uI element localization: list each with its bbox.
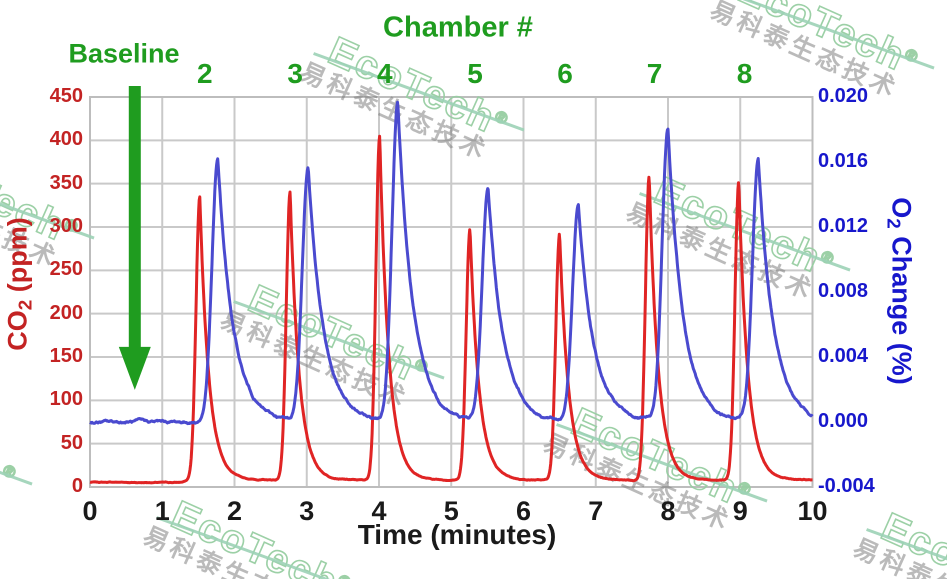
x-tick-label: 0 bbox=[82, 496, 98, 526]
baseline-annotation-label: Baseline bbox=[68, 38, 180, 69]
y-right-tick-label: 0.008 bbox=[818, 280, 869, 302]
x-axis-title: Time (minutes) bbox=[357, 519, 557, 550]
chamber-number-label: 2 bbox=[197, 58, 213, 89]
chamber-number-label: 4 bbox=[376, 58, 393, 89]
x-tick-label: 6 bbox=[515, 496, 532, 526]
y-left-tick-label: 200 bbox=[49, 301, 83, 324]
y-left-tick-label: 0 bbox=[71, 475, 83, 497]
y-left-tick-label: 100 bbox=[49, 388, 83, 411]
y-right-tick-label: 0.000 bbox=[818, 410, 869, 432]
plot-area-border bbox=[89, 96, 814, 488]
x-tick-label: 8 bbox=[660, 496, 676, 526]
x-tick-label: 10 bbox=[797, 496, 828, 526]
y-left-tick-label: 50 bbox=[60, 431, 83, 454]
x-tick-label: 3 bbox=[299, 496, 315, 526]
baseline-arrow-icon bbox=[118, 86, 151, 390]
x-tick-label: 5 bbox=[443, 496, 459, 526]
y-right-tick-label: 0.004 bbox=[818, 345, 869, 367]
y-left-tick-label: 450 bbox=[49, 85, 83, 107]
y-left-tick-label: 400 bbox=[49, 128, 83, 151]
x-tick-label: 9 bbox=[732, 496, 748, 526]
y-right-tick-label: 0.016 bbox=[818, 150, 869, 172]
y-right-tick-label: -0.004 bbox=[818, 475, 875, 497]
y-right-tick-label: 0.020 bbox=[818, 85, 869, 107]
y-left-tick-label: 350 bbox=[49, 171, 83, 194]
x-tick-label: 7 bbox=[588, 496, 604, 526]
x-tick-label: 4 bbox=[371, 496, 387, 526]
chamber-number-label: 3 bbox=[287, 58, 303, 89]
chamber-number-label: 7 bbox=[646, 58, 663, 89]
chamber-number-label: 8 bbox=[736, 58, 753, 89]
y-left-tick-label: 150 bbox=[49, 345, 83, 367]
x-tick-label: 1 bbox=[154, 496, 170, 526]
x-tick-label: 2 bbox=[226, 496, 243, 526]
chart-title-chamber: Chamber # bbox=[383, 11, 533, 44]
chamber-number-label: 6 bbox=[557, 58, 573, 89]
y-left-tick-label: 250 bbox=[49, 258, 83, 281]
chamber-number-label: 5 bbox=[467, 58, 483, 89]
co2-curve bbox=[89, 134, 814, 485]
y-left-tick-label: 300 bbox=[49, 215, 83, 237]
y-right-tick-label: 0.012 bbox=[818, 215, 869, 237]
o2-curve bbox=[89, 100, 814, 426]
